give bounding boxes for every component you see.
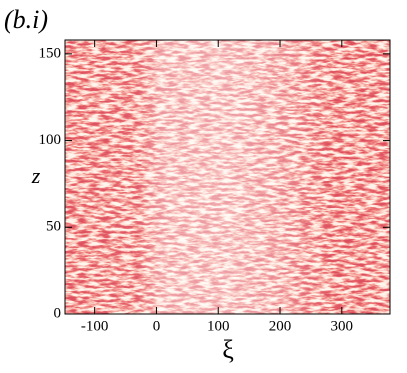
y-tick-label: 100	[39, 132, 62, 148]
field-wash	[65, 40, 390, 314]
y-tick-label: 50	[46, 219, 61, 235]
x-tick-label: 300	[331, 318, 354, 334]
field	[65, 40, 390, 314]
x-tick-label: 0	[153, 318, 161, 334]
plot-frame	[64, 39, 391, 315]
field-specks	[149, 45, 195, 309]
x-tick-label: 100	[207, 318, 230, 334]
y-tick-label: 0	[54, 305, 62, 321]
x-tick-label: 200	[269, 318, 292, 334]
x-tick-label: -100	[81, 318, 109, 334]
y-axis-label: z	[31, 163, 41, 188]
chart-title: (b.i)	[4, 5, 48, 34]
y-tick-label: 150	[39, 45, 62, 61]
x-axis-label: ξ	[222, 335, 234, 364]
